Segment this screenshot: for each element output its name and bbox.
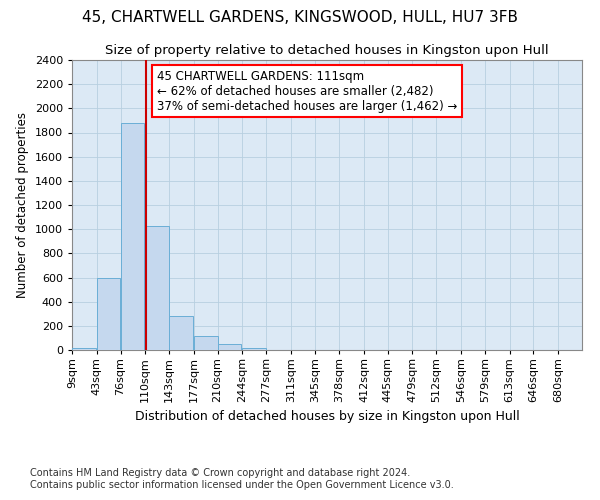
Bar	[72, 348, 96, 350]
Bar	[121, 123, 145, 350]
Bar	[242, 348, 266, 350]
Text: Contains HM Land Registry data © Crown copyright and database right 2024.: Contains HM Land Registry data © Crown c…	[30, 468, 410, 477]
Text: Contains public sector information licensed under the Open Government Licence v3: Contains public sector information licen…	[30, 480, 454, 490]
Bar	[145, 226, 169, 350]
Bar	[169, 316, 193, 350]
X-axis label: Distribution of detached houses by size in Kingston upon Hull: Distribution of detached houses by size …	[134, 410, 520, 424]
Text: 45 CHARTWELL GARDENS: 111sqm
← 62% of detached houses are smaller (2,482)
37% of: 45 CHARTWELL GARDENS: 111sqm ← 62% of de…	[157, 70, 457, 112]
Title: Size of property relative to detached houses in Kingston upon Hull: Size of property relative to detached ho…	[105, 44, 549, 58]
Bar	[218, 344, 241, 350]
Y-axis label: Number of detached properties: Number of detached properties	[16, 112, 29, 298]
Bar	[97, 278, 121, 350]
Text: 45, CHARTWELL GARDENS, KINGSWOOD, HULL, HU7 3FB: 45, CHARTWELL GARDENS, KINGSWOOD, HULL, …	[82, 10, 518, 25]
Bar	[194, 336, 218, 350]
